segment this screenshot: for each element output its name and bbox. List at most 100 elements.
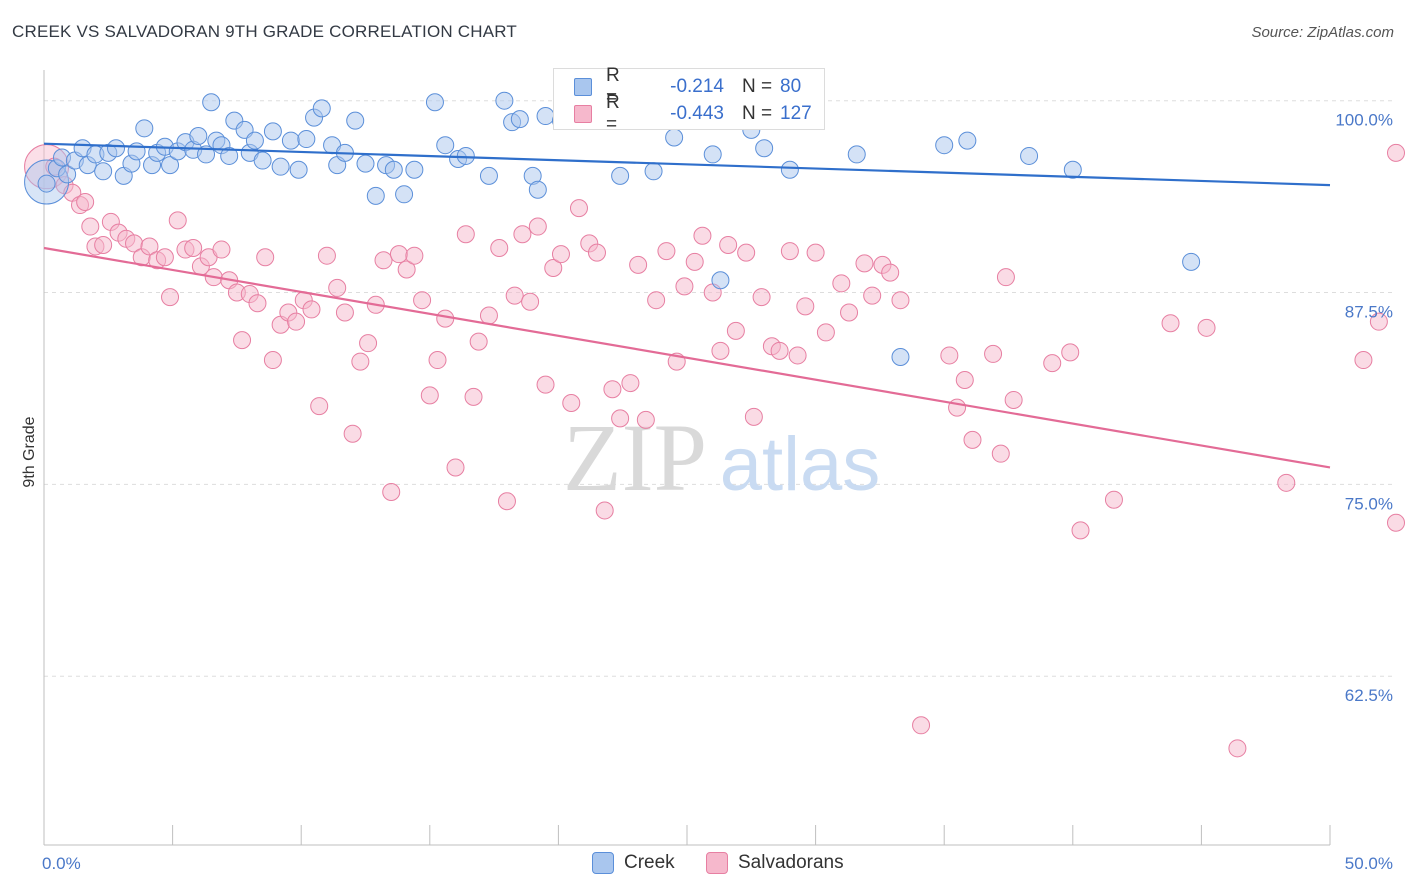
salvadorans-point	[940, 346, 959, 365]
salvadorans-point	[1197, 318, 1216, 337]
creek-swatch	[574, 78, 592, 96]
salvadorans-point	[497, 492, 516, 511]
creek-point	[1063, 160, 1082, 179]
creek-point	[356, 154, 375, 173]
legend-item-creek: Creek	[592, 852, 675, 874]
salvadorans-point	[891, 291, 910, 310]
salvadorans-point	[719, 235, 738, 254]
series-legend: Creek Salvadorans	[0, 850, 1406, 878]
creek-point	[161, 156, 180, 175]
salvadorans-point	[161, 288, 180, 307]
salvadorans-point	[855, 254, 874, 273]
salvadorans-point	[405, 246, 424, 265]
salvadorans-point	[675, 277, 694, 296]
salvadorans-point	[587, 243, 606, 262]
salvadorans-point	[389, 245, 408, 264]
creek-point	[1182, 252, 1201, 271]
salvadorans-point	[816, 323, 835, 342]
creek-legend-swatch	[592, 852, 614, 874]
n-label: N =	[742, 76, 773, 97]
salvadorans-point	[726, 321, 745, 340]
salvadorans-point	[1104, 490, 1123, 509]
creek-point	[384, 160, 403, 179]
salvadorans-point	[490, 239, 509, 258]
salvadorans-point	[881, 263, 900, 282]
axes	[43, 70, 1331, 846]
salvadorans-point	[184, 239, 203, 258]
salvadorans-point	[428, 351, 447, 370]
legend-label-creek: Creek	[624, 852, 675, 873]
salvadorans-point	[263, 351, 282, 370]
salvadorans-point	[603, 380, 622, 399]
r-label: R =	[606, 65, 620, 108]
salvadorans-point	[1061, 343, 1080, 362]
salvadorans-point	[629, 255, 648, 274]
r-value: -0.443	[670, 103, 724, 124]
salvadorans-point	[991, 444, 1010, 463]
salvadorans-point	[647, 291, 666, 310]
stats-row-creek: R = -0.214 N = 80	[574, 65, 801, 108]
chart-source: Source: ZipAtlas.com	[1251, 24, 1394, 41]
creek-point	[297, 130, 316, 149]
salvadorans-point	[256, 248, 275, 267]
watermark-atlas: atlas	[720, 422, 881, 507]
salvadorans-point	[770, 341, 789, 360]
creek-point	[780, 160, 799, 179]
salvadorans-point	[1161, 314, 1180, 333]
creek-point	[665, 128, 684, 147]
tick-labels: 100.0% 87.5% 75.0% 62.5% 0.0% 50.0%	[42, 111, 1393, 873]
salvadorans-point	[413, 291, 432, 310]
salvadorans-point	[621, 374, 640, 393]
watermark-zip: ZIP	[563, 404, 707, 511]
creek-point	[528, 180, 547, 199]
x-tick-label: 0.0%	[42, 854, 81, 873]
creek-point	[405, 160, 424, 179]
creek-point	[935, 136, 954, 155]
salvadorans-point	[302, 300, 321, 319]
creek-point	[891, 347, 910, 366]
salvadorans-point	[94, 235, 113, 254]
creek-point	[958, 131, 977, 150]
creek-point	[847, 145, 866, 164]
salvadorans-point	[248, 294, 267, 313]
salvadorans-point	[796, 297, 815, 316]
chart-title: CREEK VS SALVADORAN 9TH GRADE CORRELATIO…	[12, 22, 518, 41]
creek-point	[366, 186, 385, 205]
creek-point	[107, 139, 126, 158]
salvadorans-point	[984, 344, 1003, 363]
salvadorans-legend-swatch	[706, 852, 728, 874]
salvadorans-point	[752, 288, 771, 307]
salvadorans-point	[912, 716, 931, 735]
salvadorans-point	[562, 394, 581, 413]
salvadorans-point	[212, 240, 231, 259]
creek-point	[289, 160, 308, 179]
creek-point	[611, 166, 630, 185]
creek-point	[1020, 146, 1039, 165]
creek-point	[94, 162, 113, 181]
creek-point	[312, 99, 331, 118]
salvadorans-point	[359, 334, 378, 353]
salvadorans-point	[948, 398, 967, 417]
salvadorans-point	[1369, 312, 1388, 331]
salvadorans-point	[505, 286, 524, 305]
salvadorans-point	[595, 501, 614, 520]
n-label: N =	[742, 103, 773, 124]
legend-label-salvadorans: Salvadorans	[738, 852, 844, 873]
creek-point	[711, 271, 730, 290]
salvadorans-point	[233, 331, 252, 350]
salvadorans-point	[1387, 513, 1405, 532]
salvadorans-point	[446, 458, 465, 477]
salvadorans-point	[343, 424, 362, 443]
y-tick-label: 62.5%	[1345, 686, 1393, 705]
n-value: 127	[780, 103, 812, 124]
salvadorans-point	[711, 341, 730, 360]
salvadorans-point	[351, 352, 370, 371]
creek-point	[346, 111, 365, 130]
salvadorans-point	[1387, 143, 1405, 162]
creek-point	[281, 131, 300, 150]
salvadorans-point	[420, 386, 439, 405]
creek-point	[425, 93, 444, 112]
salvadorans-point	[382, 483, 401, 502]
salvadorans-point	[569, 199, 588, 218]
